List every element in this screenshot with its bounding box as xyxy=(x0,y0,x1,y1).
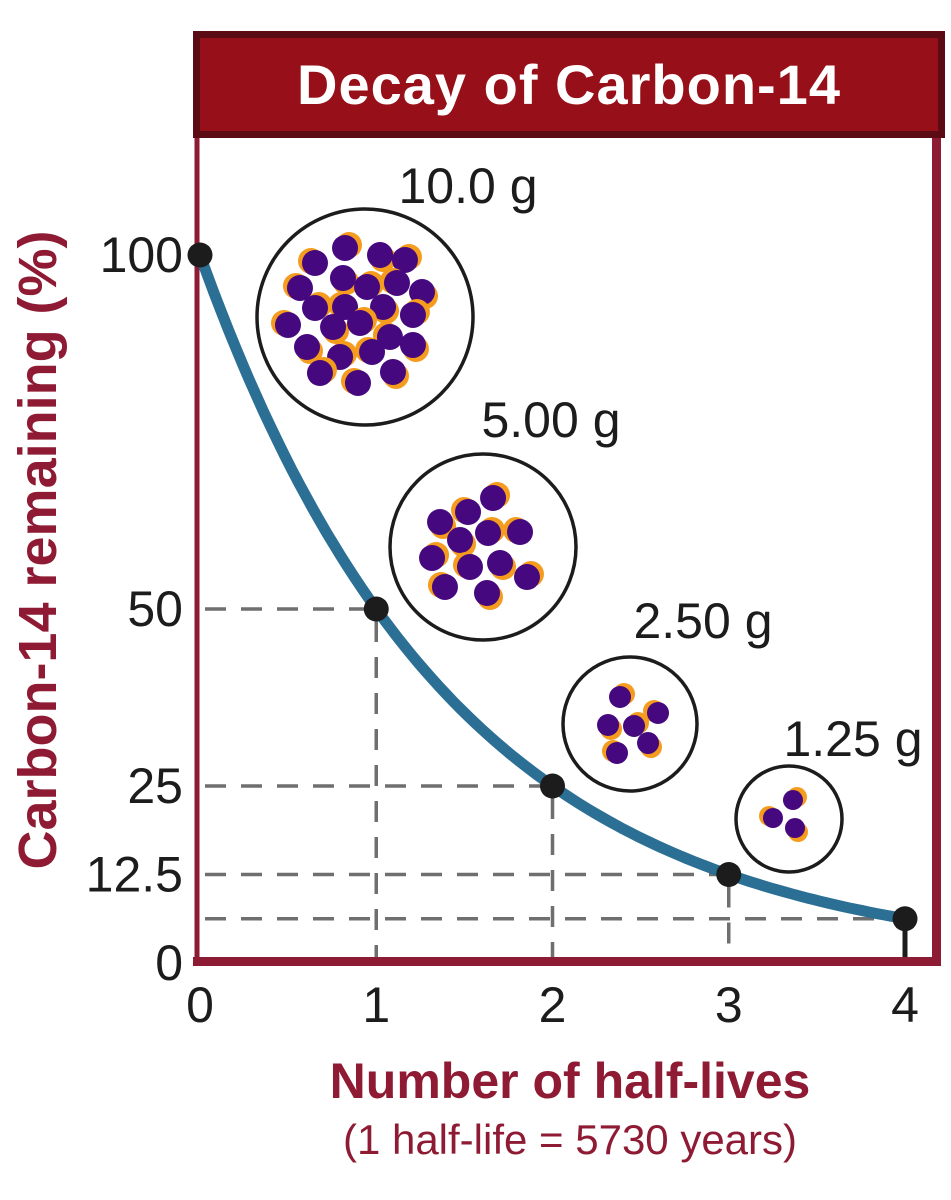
atom-dot xyxy=(376,323,403,350)
atom-dot xyxy=(344,369,371,396)
atom-dot xyxy=(320,314,347,341)
data-point-3-halflives xyxy=(716,862,742,887)
atom-dot xyxy=(513,564,540,591)
atom-dot xyxy=(367,242,394,269)
x-axis-title: Number of half-lives xyxy=(329,1053,811,1109)
atom-dot xyxy=(409,279,436,306)
data-point-1-halflives xyxy=(363,596,389,622)
data-point-2-halflives xyxy=(540,773,565,799)
chart-title-banner: Decay of Carbon-14 xyxy=(193,31,945,138)
atom-dot xyxy=(354,273,381,300)
atom-dot xyxy=(274,311,301,338)
x-tick-label-0: 0 xyxy=(186,977,214,1033)
mass-label-3: 1.25 g xyxy=(783,711,922,767)
atom-dot xyxy=(294,334,321,361)
x-tick-label-3: 3 xyxy=(715,977,743,1033)
y-tick-label-0: 0 xyxy=(155,935,183,991)
atom-dot xyxy=(447,527,474,554)
atom-dot xyxy=(784,818,805,839)
atom-dot xyxy=(301,250,328,276)
atom-dot xyxy=(782,790,803,811)
atom-dot xyxy=(379,358,406,385)
atom-dot xyxy=(480,484,507,511)
x-tick-label-2: 2 xyxy=(539,977,567,1033)
y-tick-label-100: 100 xyxy=(100,227,183,283)
data-point-0-halflives xyxy=(187,242,213,268)
mass-label-0: 10.0 g xyxy=(398,158,537,214)
atom-dot xyxy=(431,573,458,600)
atom-dot xyxy=(306,360,333,387)
x-tick-label-4: 4 xyxy=(891,977,919,1033)
atom-dot xyxy=(347,310,374,337)
mass-label-1: 5.00 g xyxy=(481,392,620,448)
atom-dot xyxy=(647,702,670,725)
atom-dot xyxy=(609,685,632,708)
atom-dot xyxy=(487,549,514,576)
y-tick-label-50: 50 xyxy=(127,581,183,637)
x-axis-subtitle: (1 half-life = 5730 years) xyxy=(342,1116,798,1163)
atom-dot xyxy=(301,295,328,322)
y-tick-label-25: 25 xyxy=(127,758,183,814)
atom-dot xyxy=(762,807,783,828)
mass-label-2: 2.50 g xyxy=(633,593,772,649)
atom-dot xyxy=(329,265,356,292)
atom-dot xyxy=(399,331,426,358)
sample-circle-3 xyxy=(734,764,844,874)
atom-dot xyxy=(391,246,418,273)
atom-dot xyxy=(623,715,646,738)
atom-dot xyxy=(359,338,386,365)
atom-dot xyxy=(399,301,426,328)
atom-dot xyxy=(455,499,482,526)
atom-dot xyxy=(370,293,397,320)
atom-dot xyxy=(597,714,620,737)
sample-circle-1 xyxy=(388,452,578,642)
x-tick-label-1: 1 xyxy=(362,977,390,1033)
atom-dot xyxy=(419,544,446,571)
atom-dot xyxy=(332,234,359,261)
atom-dot xyxy=(475,519,502,546)
atom-dot xyxy=(606,742,629,765)
atom-dot xyxy=(473,580,500,607)
atom-dot xyxy=(286,274,313,301)
atom-dot xyxy=(507,519,534,546)
chart-title: Decay of Carbon-14 xyxy=(297,53,841,116)
atom-dot xyxy=(456,553,483,580)
atom-dot xyxy=(637,732,660,755)
atom-dot xyxy=(427,508,454,535)
atom-dot xyxy=(383,269,410,296)
data-point-4-halflives xyxy=(892,906,918,932)
y-tick-label-12.5: 12.5 xyxy=(86,847,183,903)
